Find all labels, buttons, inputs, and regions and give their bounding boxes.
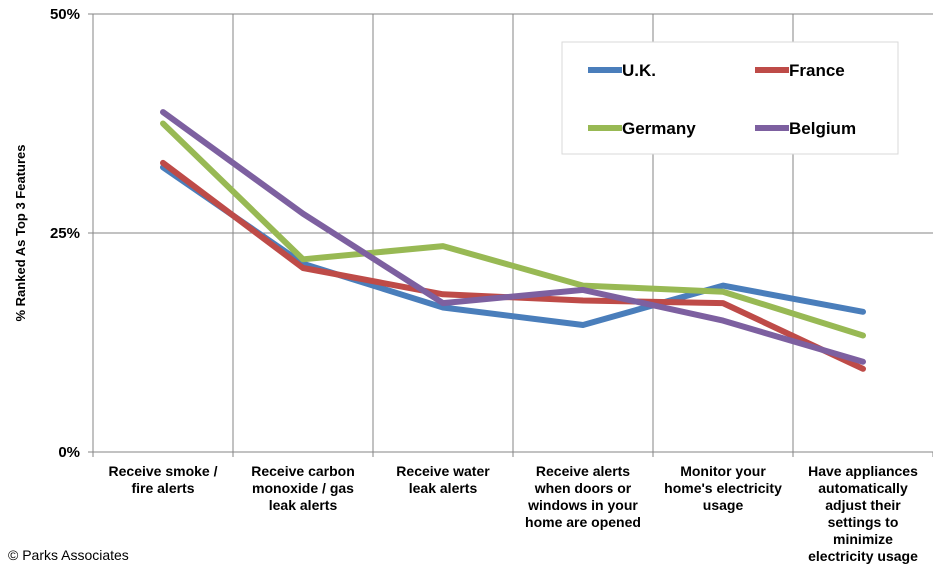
x-tick-label-line: Monitor your [680,463,766,479]
x-tick-label: Receive smoke / fire alerts [109,463,218,496]
series-lines [160,109,866,372]
y-tick-label: 50% [50,6,80,23]
series-line-germany [160,120,866,339]
x-tick-label-line: Receive water [396,463,490,479]
y-tick-label: 0% [58,444,80,461]
x-tick-label-line: fire alerts [131,480,194,496]
x-tick-label-line: leak alerts [409,480,478,496]
legend-label-u-k: U.K. [622,61,656,80]
y-tick-label: 25% [50,225,80,242]
x-tick-label: Receive water leak alerts [396,463,490,496]
legend: U.K. France Germany Belgium [561,41,899,155]
x-tick-label-line: electricity usage [808,548,918,564]
x-tick-label-line: Receive smoke / [109,463,218,479]
series-line-belgium [160,109,866,365]
x-tick-label: Monitor your home's electricity usage [664,463,782,513]
x-tick-label-line: automatically [818,480,908,496]
x-tick-label-line: settings to [828,514,899,530]
x-tick-label-line: when doors or [534,480,632,496]
axes [88,13,933,457]
legend-label-belgium: Belgium [789,119,856,138]
y-axis-label: % Ranked As Top 3 Features [13,145,28,322]
x-axis-ticks: Receive smoke / fire alerts Receive carbon… [109,463,919,564]
x-tick-label-line: windows in your [527,497,638,513]
x-tick-label-line: monoxide / gas [252,480,354,496]
x-tick-label-line: leak alerts [269,497,338,513]
x-tick-label-line: home's electricity [664,480,782,496]
legend-box [561,41,899,155]
legend-label-germany: Germany [622,119,696,138]
x-tick-label-line: usage [703,497,744,513]
y-axis-ticks: 0% 25% 50% [50,6,80,461]
copyright-text: © Parks Associates [8,547,129,563]
x-tick-label-line: Receive alerts [536,463,630,479]
x-tick-label-line: Receive carbon [251,463,355,479]
legend-label-france: France [789,61,845,80]
x-tick-label-line: minimize [833,531,893,547]
x-tick-label: Have appliances automatically adjust their… [808,463,918,564]
x-tick-label: Receive alerts when doors or windows in yo… [525,463,641,530]
x-tick-label-line: home are opened [525,514,641,530]
x-tick-label: Receive carbon monoxide / gas leak alerts [251,463,355,513]
x-tick-label-line: adjust their [825,497,901,513]
x-tick-label-line: Have appliances [808,463,918,479]
